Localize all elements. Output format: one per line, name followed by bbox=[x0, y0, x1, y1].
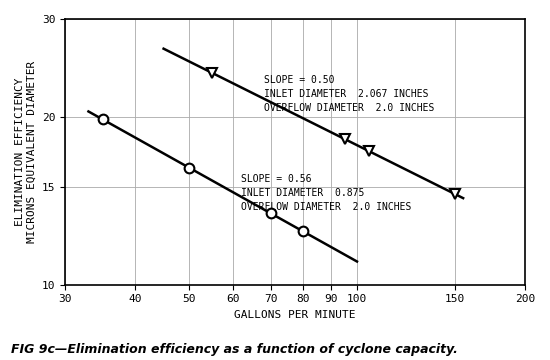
X-axis label: GALLONS PER MINUTE: GALLONS PER MINUTE bbox=[234, 310, 356, 320]
Y-axis label: ELIMINATION EFFICIENCY
MICRONS EQUIVALENT DIAMETER: ELIMINATION EFFICIENCY MICRONS EQUIVALEN… bbox=[15, 60, 37, 243]
Text: SLOPE = 0.56
INLET DIAMETER  0.875
OVERFLOW DIAMETER  2.0 INCHES: SLOPE = 0.56 INLET DIAMETER 0.875 OVERFL… bbox=[241, 174, 411, 212]
Text: SLOPE = 0.50
INLET DIAMETER  2.067 INCHES
OVERFLOW DIAMETER  2.0 INCHES: SLOPE = 0.50 INLET DIAMETER 2.067 INCHES… bbox=[263, 75, 434, 113]
Text: FIG 9c—Elimination efficiency as a function of cyclone capacity.: FIG 9c—Elimination efficiency as a funct… bbox=[11, 343, 458, 356]
